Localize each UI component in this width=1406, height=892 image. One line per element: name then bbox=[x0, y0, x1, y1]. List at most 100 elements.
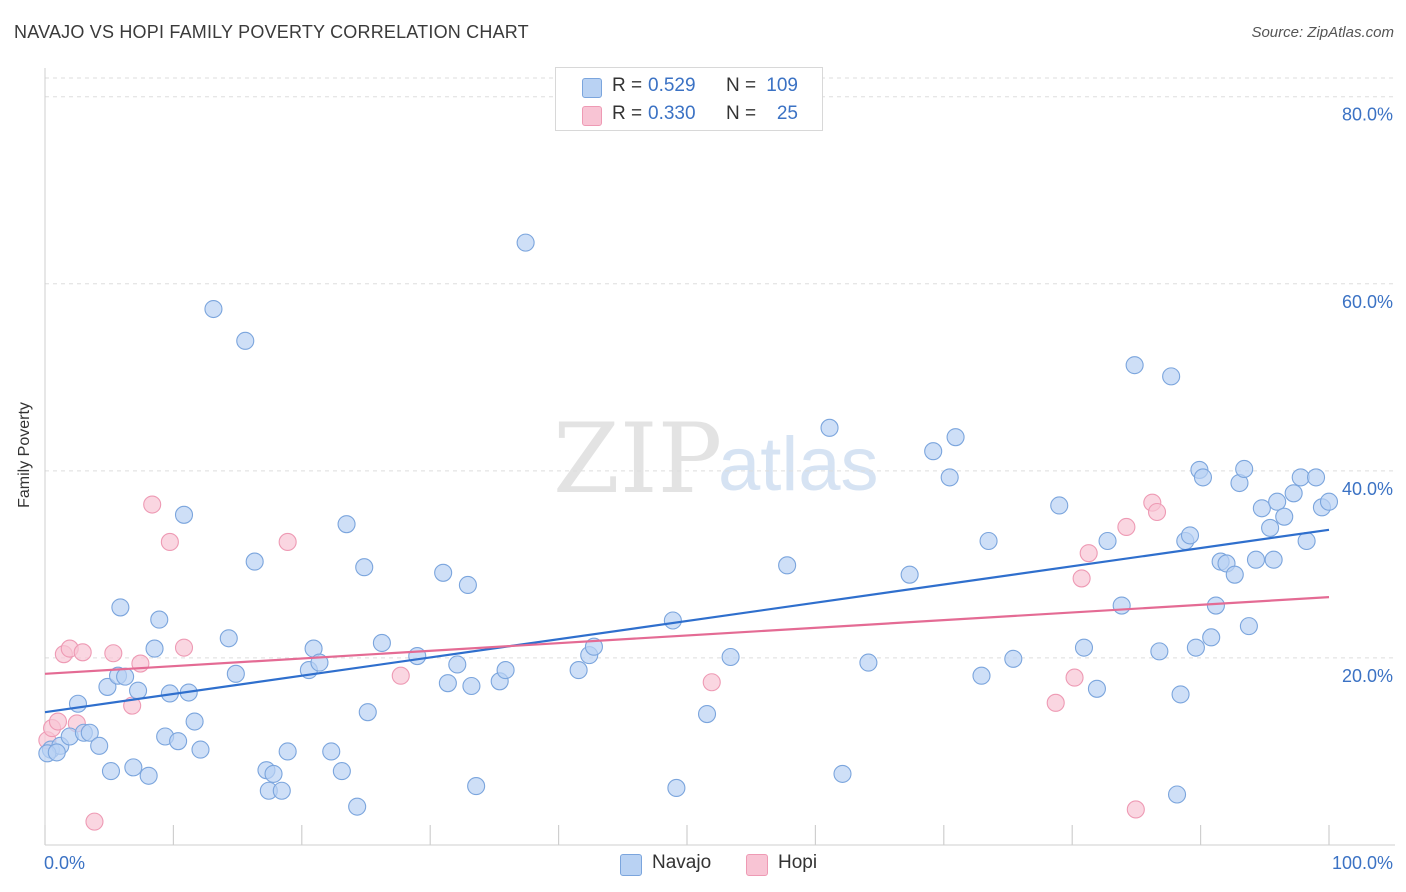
navajo-point bbox=[1171, 685, 1190, 704]
hopi-point bbox=[1079, 544, 1098, 563]
navajo-point bbox=[1246, 550, 1266, 569]
navajo-point bbox=[458, 575, 477, 595]
navajo-point bbox=[204, 299, 223, 319]
hopi-points bbox=[38, 493, 1167, 831]
n-value: 109 bbox=[766, 75, 798, 96]
y-tick-label: 40.0% bbox=[1342, 479, 1393, 499]
navajo-point bbox=[1186, 638, 1205, 657]
navajo-point bbox=[47, 743, 66, 762]
navajo-point bbox=[174, 505, 194, 524]
navajo-point bbox=[145, 639, 164, 658]
navajo-point bbox=[358, 703, 377, 722]
navajo-point bbox=[332, 762, 351, 781]
navajo-point bbox=[516, 233, 535, 252]
navajo-point bbox=[1284, 484, 1303, 503]
gridlines bbox=[45, 77, 1395, 659]
navajo-point bbox=[355, 558, 374, 577]
hopi-point bbox=[174, 638, 194, 657]
navajo-point bbox=[972, 666, 991, 685]
navajo-point bbox=[111, 598, 130, 617]
navajo-point bbox=[1291, 468, 1310, 487]
navajo-point bbox=[1268, 492, 1287, 511]
hopi-point bbox=[143, 495, 162, 514]
navajo-point bbox=[1306, 468, 1326, 487]
navajo-point bbox=[264, 764, 283, 783]
hopi-point bbox=[702, 673, 721, 692]
navajo-legend-swatch bbox=[620, 854, 642, 876]
tick-labels: 20.0% 40.0% 60.0% 80.0% 0.0% 100.0% bbox=[44, 105, 1393, 873]
navajo-point bbox=[116, 667, 135, 686]
navajo-point bbox=[219, 629, 238, 648]
navajo-point bbox=[1112, 596, 1131, 615]
y-tick-label: 20.0% bbox=[1342, 666, 1393, 686]
navajo-point bbox=[1098, 531, 1117, 551]
navajo-point bbox=[1252, 499, 1271, 518]
navajo-point bbox=[272, 781, 291, 800]
navajo-point bbox=[169, 732, 188, 751]
navajo-point bbox=[372, 633, 391, 653]
navajo-swatch bbox=[582, 78, 602, 98]
navajo-point bbox=[667, 778, 686, 797]
r-value: 0.529 bbox=[648, 75, 696, 96]
navajo-point bbox=[1319, 492, 1339, 511]
navajo-point bbox=[697, 704, 717, 724]
r-value: 0.330 bbox=[648, 103, 696, 124]
navajo-point bbox=[129, 681, 148, 700]
navajo-point bbox=[1050, 496, 1069, 515]
navajo-point bbox=[820, 418, 839, 437]
r-label: R = bbox=[612, 75, 643, 96]
navajo-point bbox=[496, 661, 515, 680]
navajo-point bbox=[1150, 642, 1169, 661]
hopi-swatch bbox=[582, 106, 602, 126]
hopi-point bbox=[1046, 693, 1065, 712]
navajo-point bbox=[1235, 459, 1254, 479]
navajo-point bbox=[408, 647, 427, 666]
n-value: 25 bbox=[776, 103, 798, 124]
navajo-point bbox=[1206, 596, 1225, 615]
hopi-legend-swatch bbox=[746, 854, 768, 876]
navajo-point bbox=[1225, 565, 1244, 584]
navajo-point bbox=[467, 777, 486, 796]
navajo-point bbox=[245, 552, 264, 571]
hopi-point bbox=[278, 532, 297, 551]
hopi-point bbox=[104, 644, 123, 663]
watermark-atlas: atlas bbox=[718, 422, 879, 507]
navajo-trend-line bbox=[44, 528, 1330, 714]
stats-legend: R = 0.529 N = 109 R = 0.330 N = 25 bbox=[555, 67, 823, 131]
hopi-point bbox=[48, 712, 68, 731]
navajo-point bbox=[1167, 785, 1187, 804]
navajo-point bbox=[924, 442, 943, 461]
navajo-points bbox=[38, 233, 1339, 816]
navajo-point bbox=[139, 766, 158, 785]
navajo-point bbox=[569, 661, 588, 680]
navajo-point bbox=[1297, 531, 1316, 551]
hopi-point bbox=[73, 643, 92, 662]
navajo-point bbox=[226, 664, 245, 683]
navajo-point bbox=[833, 764, 852, 783]
navajo-point bbox=[1180, 526, 1200, 545]
navajo-point bbox=[1074, 638, 1094, 657]
navajo-point bbox=[124, 758, 143, 777]
hopi-point bbox=[391, 666, 410, 685]
navajo-point bbox=[900, 565, 919, 584]
navajo-point bbox=[185, 712, 204, 731]
navajo-point bbox=[80, 723, 99, 742]
navajo-point bbox=[1261, 518, 1280, 537]
navajo-point bbox=[859, 653, 878, 672]
navajo-point bbox=[940, 468, 959, 487]
hopi-point bbox=[1147, 502, 1167, 522]
r-label: R = bbox=[612, 103, 643, 124]
navajo-point bbox=[236, 331, 255, 350]
navajo-point bbox=[1239, 617, 1258, 636]
navajo-point bbox=[1275, 507, 1294, 526]
navajo-point bbox=[98, 677, 117, 696]
navajo-point bbox=[721, 647, 740, 667]
hopi-point bbox=[85, 812, 104, 831]
trend-lines bbox=[44, 528, 1330, 714]
navajo-point bbox=[448, 655, 467, 674]
navajo-point bbox=[348, 797, 367, 816]
navajo-point bbox=[278, 742, 297, 761]
navajo-point bbox=[337, 515, 356, 534]
